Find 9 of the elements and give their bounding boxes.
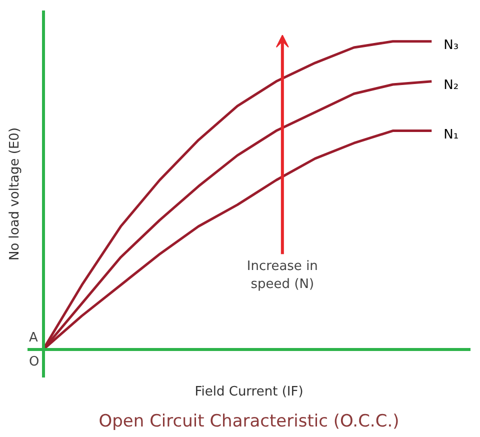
annotation: A [29, 330, 38, 346]
series-label: N₃ [444, 38, 459, 53]
text: Open Circuit Characteristic (O.C.C.) [98, 412, 400, 432]
annotation: Increase in speed (N) [246, 258, 318, 292]
y-axis-title: No load voltage (E0) [8, 127, 22, 261]
text: O [29, 354, 40, 370]
series-label: N₂ [444, 78, 459, 93]
series-label: N₁ [444, 127, 459, 142]
x-axis-title: Field Current (IF) [194, 384, 304, 400]
